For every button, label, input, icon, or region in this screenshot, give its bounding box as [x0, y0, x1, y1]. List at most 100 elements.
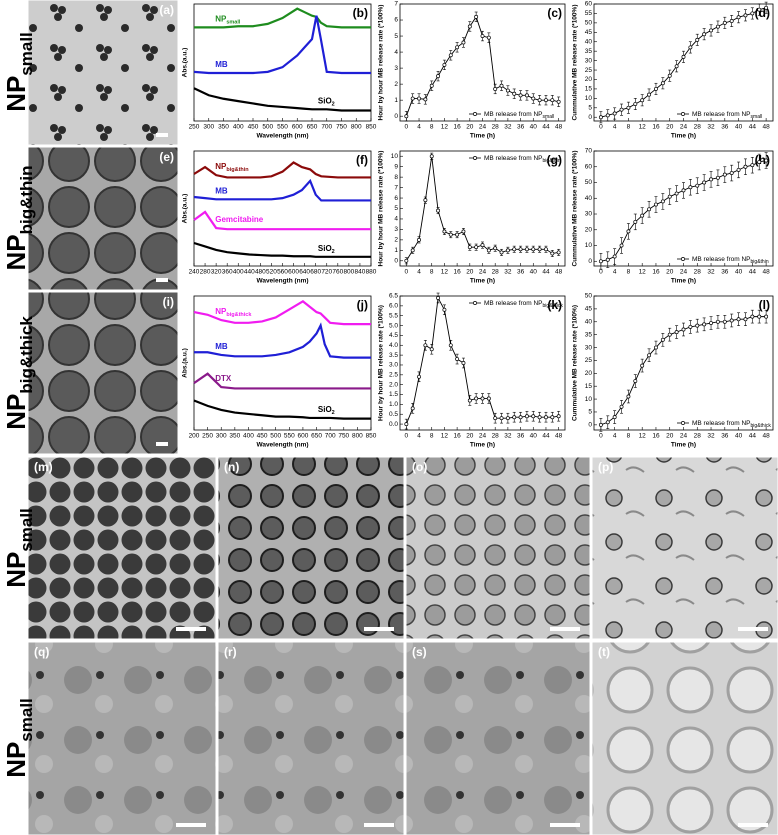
legend-marker	[681, 421, 685, 425]
x-tick-label: 850	[366, 433, 377, 440]
data-line	[194, 322, 371, 359]
x-tick-label: 12	[441, 269, 449, 276]
legend-label-sub: small	[751, 114, 763, 120]
y-tick-label: 0.0	[389, 421, 398, 428]
legend-label-sub: big&thin	[751, 259, 769, 265]
micrograph	[27, 641, 217, 835]
data-point	[729, 318, 734, 323]
x-axis-label: Wavelength (nm)	[256, 442, 308, 449]
series-label-main: MB	[215, 342, 228, 351]
x-tick-label: 48	[555, 124, 563, 131]
data-point	[550, 98, 555, 103]
x-tick-label: 450	[248, 124, 259, 131]
panel-label: (g)	[547, 153, 562, 167]
x-tick-label: 600	[288, 269, 299, 276]
data-point	[667, 332, 672, 337]
data-point	[612, 111, 617, 116]
data-line	[193, 15, 371, 75]
x-tick-label: 0	[405, 269, 409, 276]
data-point	[709, 28, 713, 33]
series-label-main: NP	[215, 162, 227, 171]
data-point	[681, 54, 686, 59]
x-tick-label: 36	[721, 124, 729, 131]
x-tick-label: 48	[555, 433, 563, 440]
data-point	[626, 229, 631, 234]
x-tick-label: 300	[216, 433, 227, 440]
scale-bar	[550, 627, 580, 631]
x-tick-label: 0	[599, 269, 603, 276]
y-tick-label: 0	[394, 113, 398, 120]
data-point	[429, 83, 434, 88]
row-label-main: NP	[1, 394, 31, 430]
y-tick-label: 3.0	[389, 362, 398, 369]
y-tick-label: 50	[585, 179, 593, 186]
y-axis-label: Hour by hour MB release rate (*100%)	[378, 151, 385, 267]
data-point	[512, 91, 517, 96]
data-point	[757, 160, 762, 164]
plot-frame	[193, 150, 372, 267]
x-tick-label: 16	[652, 269, 660, 276]
data-point	[619, 404, 624, 409]
data-point	[654, 86, 658, 91]
panel-label: (n)	[224, 460, 239, 474]
panel-label: (t)	[598, 645, 610, 659]
data-point	[750, 163, 755, 168]
data-point	[598, 422, 603, 427]
scale-bar	[364, 627, 394, 631]
data-point	[474, 396, 479, 401]
x-tick-label: 40	[530, 124, 538, 131]
data-point	[544, 98, 548, 103]
data-point	[448, 53, 453, 58]
data-point	[505, 88, 510, 93]
data-point	[524, 247, 529, 252]
x-tick-label: 320	[211, 269, 222, 276]
x-tick-label: 12	[639, 269, 647, 276]
x-tick-label: 40	[735, 269, 743, 276]
x-tick-label: 400	[233, 269, 244, 276]
x-tick-label: 28	[492, 124, 500, 131]
data-point	[647, 353, 652, 358]
data-point	[461, 361, 466, 365]
y-axis-label: Abs.(a.u.)	[182, 48, 189, 78]
data-point	[757, 7, 762, 12]
data-point	[505, 248, 510, 253]
data-point	[467, 398, 472, 403]
data-point	[729, 19, 734, 23]
x-tick-label: 40	[530, 269, 538, 276]
data-point	[556, 414, 561, 419]
data-line	[193, 161, 371, 179]
x-tick-label: 8	[430, 433, 434, 440]
data-point	[647, 92, 652, 97]
data-line	[193, 241, 371, 258]
data-point	[619, 107, 624, 112]
scale-bar	[738, 627, 768, 631]
data-point	[404, 114, 409, 119]
micrograph	[405, 456, 591, 640]
y-tick-label: 25	[585, 357, 593, 364]
x-tick-label: 0	[599, 433, 603, 440]
data-point	[550, 415, 555, 420]
x-tick-label: 36	[517, 124, 525, 131]
scale-bar	[156, 133, 168, 137]
plot-frame	[399, 3, 566, 122]
data-point	[486, 248, 491, 253]
x-tick-label: 24	[479, 433, 487, 440]
row-label-sub: small	[17, 32, 36, 75]
x-tick-label: 20	[466, 269, 474, 276]
x-tick-label: 32	[504, 124, 512, 131]
x-tick-label: 800	[343, 269, 354, 276]
data-point	[715, 319, 720, 324]
x-tick-label: 44	[542, 433, 550, 440]
x-tick-label: 4	[417, 433, 421, 440]
data-point	[480, 243, 485, 248]
data-point	[461, 40, 466, 45]
x-tick-label: 8	[627, 269, 631, 276]
y-axis-label: Hour by hour MB release rate (*100%)	[378, 305, 385, 421]
y-tick-label: 9	[394, 163, 398, 170]
scale-bar	[176, 823, 206, 827]
y-tick-label: 35	[585, 331, 593, 338]
data-point	[442, 62, 447, 67]
x-tick-label: 24	[680, 124, 688, 131]
data-point	[436, 74, 441, 79]
x-tick-label: 680	[310, 269, 321, 276]
